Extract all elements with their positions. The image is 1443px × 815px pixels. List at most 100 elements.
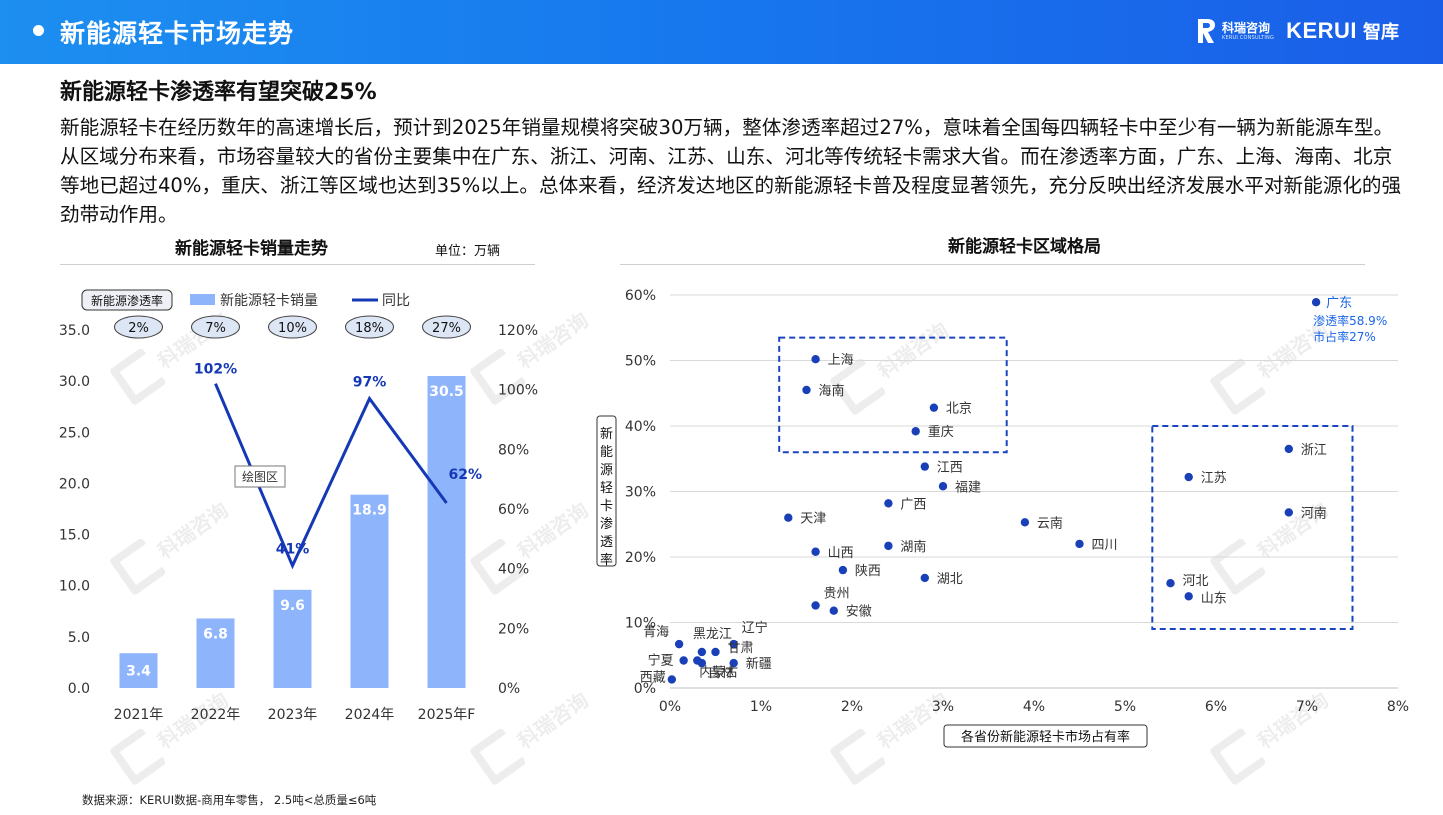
bar-value-label: 30.5 [429,384,464,400]
penetration-value: 18% [355,321,384,336]
scatter-point [929,403,939,412]
scatter-point [674,639,684,649]
line-value-label: 62% [449,467,483,483]
y-axis-label-char: 卡 [600,499,613,514]
kerui-logo: 科瑞咨询 KERUI CONSULTING KERUI 智库 [1196,16,1399,46]
x-tick-label: 2021年 [114,707,164,723]
point-label: 重庆 [928,424,954,440]
scatter-point [697,647,707,657]
bar-value-label: 3.4 [126,664,151,680]
point-label: 黑龙江 [693,627,732,642]
scatter-point [920,573,929,583]
scatter-point [938,482,948,491]
scatter-point [1184,592,1193,601]
point-label: 福建 [955,480,981,495]
point-label: 河南 [1301,505,1327,521]
point-label: 内蒙古 [699,664,738,680]
section-subtitle: 新能源轻卡渗透率有望突破25% [60,80,377,105]
y-tick-label-left: 20.0 [59,476,90,492]
penetration-badge [191,315,240,339]
bar [119,653,158,688]
bullet-icon [33,25,44,36]
y-axis-label-char: 率 [600,552,613,568]
x-tick-label: 7% [1296,699,1318,715]
right-chart-title: 新能源轻卡区域格局 [948,237,1101,257]
point-label: 安徽 [846,605,872,620]
penetration-badge [114,315,163,339]
y-tick-label: 60% [625,288,656,304]
y-tick-label: 40% [625,419,656,435]
logo-cn-text: 科瑞咨询 [1222,20,1271,35]
scatter-point [1184,472,1193,482]
scatter-point [697,658,707,668]
y-tick-label-left: 35.0 [59,323,90,339]
highlight-group-box [778,336,1008,454]
legend-swatch-bar [190,294,215,305]
point-label: 浙江 [1301,443,1327,458]
x-tick-label: 2024年 [345,707,395,723]
penetration-legend-box [81,289,173,311]
line-value-label: 102% [194,362,237,378]
point-label: 湖南 [900,539,926,555]
scatter-point [711,647,720,657]
point-label: 江西 [937,461,963,476]
scatter-point [920,462,929,471]
scatter-point [838,565,848,575]
y-axis-label-char: 透 [600,535,613,550]
page-title: 新能源轻卡市场走势 [60,19,295,48]
bar-value-label: 9.6 [280,598,305,614]
scatter-point [911,427,920,436]
y-tick-label: 20% [625,550,656,566]
divider [620,264,1365,265]
highlight-group-box [1151,425,1354,631]
scatter-point [1020,518,1030,527]
point-label: 辽宁 [742,620,768,636]
y-tick-label-right: 120% [498,323,538,339]
point-label: 新疆 [746,656,772,672]
x-tick-label: 2022年 [191,707,241,723]
point-label: 贵州 [824,586,850,601]
y-tick-label-left: 10.0 [59,579,90,595]
point-label: 云南 [1037,515,1063,531]
penetration-badge [345,315,394,339]
scatter-point [884,499,893,508]
logo-en-text: KERUI [1286,18,1358,43]
x-axis-label: 各省份新能源轻卡市场占有率 [961,729,1130,745]
point-label: 山东 [1201,591,1227,606]
point-label: 甘肃 [728,641,754,656]
x-tick-label: 5% [1114,699,1136,715]
y-tick-label-left: 30.0 [59,374,90,390]
scatter-point [1284,444,1294,454]
scatter-point [811,601,820,610]
point-note: 渗透率58.9% [1313,313,1387,328]
point-label: 山西 [828,546,854,561]
point-label: 青海 [643,625,669,640]
point-label: 吉林 [708,666,734,681]
y-tick-label-right: 20% [498,621,529,637]
line-value-label: 41% [276,542,310,558]
penetration-value: 2% [128,321,149,336]
point-label: 河北 [1183,574,1209,589]
scatter-point [884,541,893,551]
scatter-point [729,658,738,668]
bar [273,589,312,688]
y-tick-label-left: 15.0 [59,528,90,544]
plot-area-tooltip [234,465,286,488]
y-tick-label-right: 60% [498,502,529,518]
x-tick-label: 2025年F [418,707,476,723]
y-axis-label-char: 能 [600,445,613,460]
y-tick-label-left: 5.0 [68,630,90,646]
bar-value-label: 6.8 [203,626,228,642]
scatter-point [829,606,838,615]
scatter-point [802,385,811,395]
scatter-point [1166,579,1175,588]
bar [350,494,389,688]
y-tick-label-right: 0% [498,681,520,697]
bar [427,376,466,688]
point-label: 四川 [1092,538,1118,553]
y-tick-label-left: 0.0 [68,681,90,697]
header-bar: 新能源轻卡市场走势 科瑞咨询 KERUI CONSULTING KERUI 智库 [0,0,1443,64]
logo-zk-text: 智库 [1363,22,1400,43]
scatter-point [1284,508,1294,517]
